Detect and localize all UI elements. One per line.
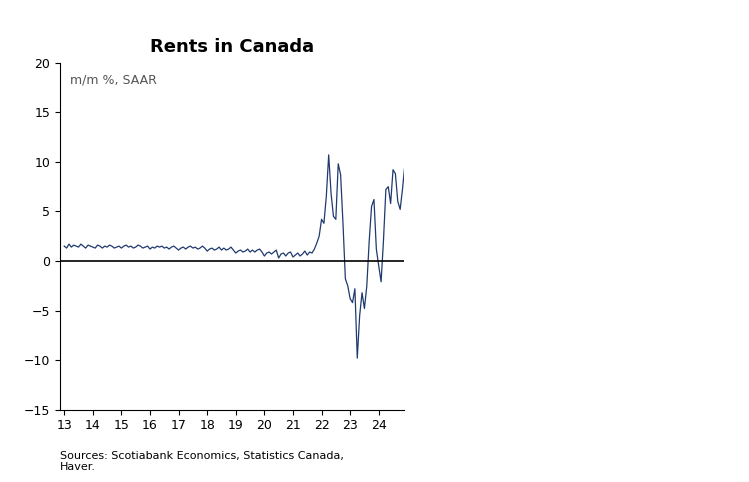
Title: Rents in Canada: Rents in Canada [150,38,315,55]
Text: m/m %, SAAR: m/m %, SAAR [70,73,157,86]
Text: Sources: Scotiabank Economics, Statistics Canada,
Haver.: Sources: Scotiabank Economics, Statistic… [60,451,344,472]
